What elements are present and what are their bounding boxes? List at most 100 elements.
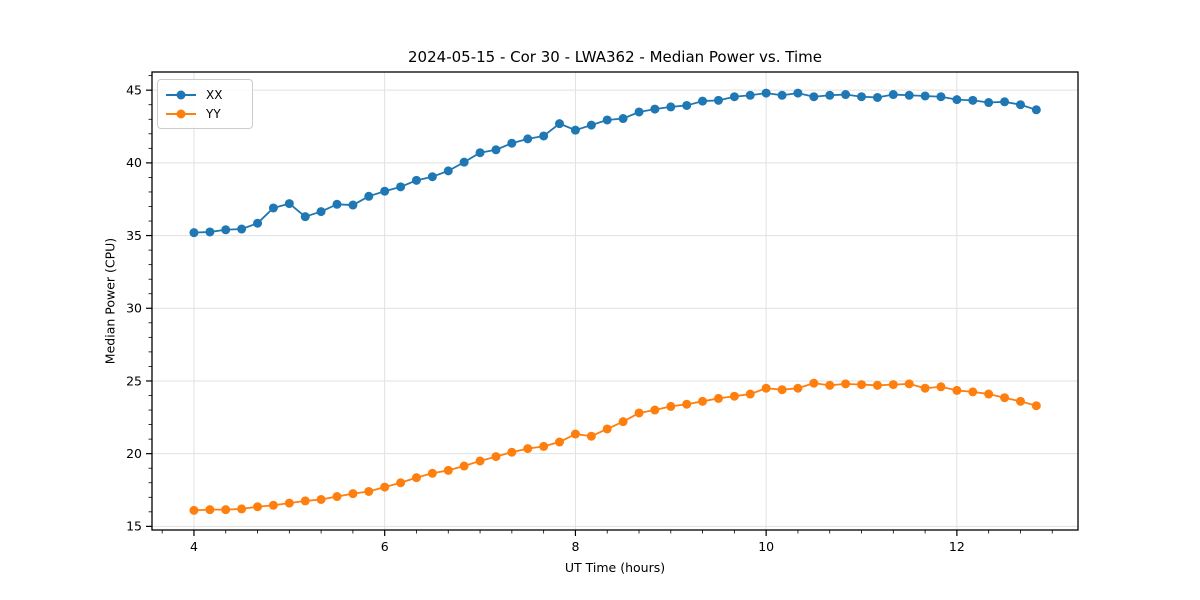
series-XX-point	[332, 199, 342, 209]
series-XX-point	[904, 90, 914, 100]
series-XX-point	[713, 95, 723, 105]
series-YY-point	[491, 452, 501, 462]
series-XX-point	[491, 145, 501, 155]
series-YY-point	[936, 382, 946, 392]
series-YY-point	[825, 380, 835, 390]
series-YY-point	[586, 431, 596, 441]
legend-label-xx: XX	[206, 87, 223, 102]
x-tick-label: 12	[949, 539, 965, 554]
series-YY-point	[205, 505, 215, 515]
series-YY-point	[364, 486, 374, 496]
series-YY-point	[523, 444, 533, 454]
series-XX-point	[984, 98, 994, 108]
series-XX-point	[698, 96, 708, 106]
series-YY-point	[729, 391, 739, 401]
series-XX-point	[539, 131, 549, 141]
series-XX-point	[634, 107, 644, 117]
y-tick-label: 25	[126, 373, 142, 388]
series-YY-point	[284, 498, 294, 508]
series-XX-point	[570, 125, 580, 135]
series-XX-point	[793, 88, 803, 98]
x-tick-label: 4	[190, 539, 198, 554]
legend-item-xx: XX	[166, 85, 244, 104]
series-YY-point	[1015, 396, 1025, 406]
series-YY-point	[396, 478, 406, 488]
series-YY-point	[857, 380, 867, 390]
series-YY-point	[809, 378, 819, 388]
legend-label-yy: YY	[206, 106, 221, 121]
series-XX-point	[507, 138, 517, 148]
series-YY-point	[777, 385, 787, 395]
series-YY-line	[193, 382, 1037, 512]
series-YY-point	[666, 401, 676, 411]
series-XX-point	[205, 227, 215, 237]
series-XX-point	[825, 90, 835, 100]
series-YY-point	[698, 396, 708, 406]
series-YY-point	[745, 389, 755, 399]
y-tick-label: 45	[126, 82, 142, 97]
series-XX-point	[777, 90, 787, 100]
series-XX-point	[761, 88, 771, 98]
series-YY-point	[380, 482, 390, 492]
series-YY-point	[904, 379, 914, 389]
series-XX-point	[221, 225, 231, 235]
y-tick-label: 35	[126, 228, 142, 243]
series-YY-point	[348, 489, 358, 499]
y-axis-label: Median Power (CPU)	[102, 237, 118, 365]
series-YY-point	[682, 399, 692, 409]
series-YY-point	[427, 468, 437, 478]
series-YY-point	[411, 473, 421, 483]
series-YY-point	[1000, 393, 1010, 403]
series-YY-point	[1031, 401, 1041, 411]
series-XX-point	[268, 203, 278, 213]
series-YY-point	[189, 505, 199, 515]
series-yy-swatch-icon	[166, 109, 196, 119]
series-YY-point	[952, 385, 962, 395]
series-XX-point	[475, 148, 485, 158]
series-XX-point	[523, 134, 533, 144]
legend: XX YY	[157, 79, 253, 129]
series-YY-point	[920, 383, 930, 393]
series-YY-point	[300, 496, 310, 506]
series-YY-point	[570, 429, 580, 439]
series-YY-point	[872, 380, 882, 390]
series-YY-point	[968, 387, 978, 397]
series-XX-point	[284, 199, 294, 209]
axes-frame	[151, 71, 1079, 531]
series-YY-point	[268, 500, 278, 510]
series-YY-point	[332, 492, 342, 502]
series-YY-point	[841, 379, 851, 389]
series-XX-point	[586, 120, 596, 130]
series-YY-point	[253, 502, 263, 512]
series-XX-point	[745, 90, 755, 100]
series-YY-point	[761, 383, 771, 393]
series-XX-point	[427, 172, 437, 182]
series-YY-point	[316, 494, 326, 504]
series-XX-point	[1015, 100, 1025, 110]
series-XX-point	[936, 92, 946, 102]
series-XX-point	[316, 207, 326, 217]
series-XX-point	[237, 224, 247, 234]
series-XX-point	[920, 91, 930, 101]
series-xx-swatch-icon	[166, 90, 196, 100]
series-YY-point	[888, 380, 898, 390]
series-XX-point	[682, 100, 692, 110]
series-XX-point	[253, 218, 263, 228]
series-YY-point	[539, 441, 549, 451]
series-YY-point	[237, 504, 247, 514]
series-YY-point	[221, 505, 231, 515]
y-tick-label: 15	[126, 519, 142, 534]
series-YY-point	[793, 383, 803, 393]
series-YY-point	[475, 456, 485, 466]
series-XX-point	[968, 95, 978, 105]
series-YY-point	[618, 417, 628, 427]
series-XX-point	[380, 186, 390, 196]
series-XX-point	[729, 92, 739, 102]
series-XX-point	[650, 104, 660, 114]
x-tick-label: 8	[571, 539, 579, 554]
series-XX-point	[1000, 97, 1010, 107]
series-XX-point	[443, 166, 453, 176]
series-YY-point	[984, 389, 994, 399]
